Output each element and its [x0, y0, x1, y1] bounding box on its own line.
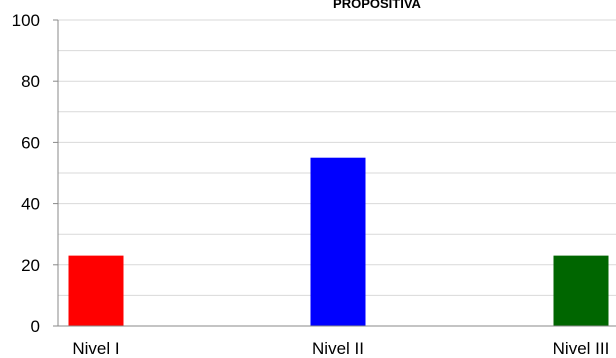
x-tick-label: Nivel III	[553, 339, 610, 358]
chart-title: PROPOSITIVA	[333, 0, 421, 11]
bar-nivel-i	[68, 255, 124, 326]
bar-nivel-ii	[310, 157, 366, 326]
bar-nivel-iii	[553, 255, 609, 326]
y-tick-label: 100	[12, 11, 40, 30]
y-tick-label: 20	[21, 256, 40, 275]
y-tick-label: 0	[31, 317, 40, 336]
bars	[68, 157, 609, 326]
x-tick-label: Nivel II	[312, 339, 364, 358]
x-tick-labels: Nivel I Nivel II Nivel III	[72, 339, 609, 358]
y-tick-label: 60	[21, 133, 40, 152]
y-tick-label: 40	[21, 195, 40, 214]
y-tick-labels: 0 20 40 60 80 100	[12, 11, 58, 336]
x-tick-label: Nivel I	[72, 339, 119, 358]
y-tick-label: 80	[21, 72, 40, 91]
